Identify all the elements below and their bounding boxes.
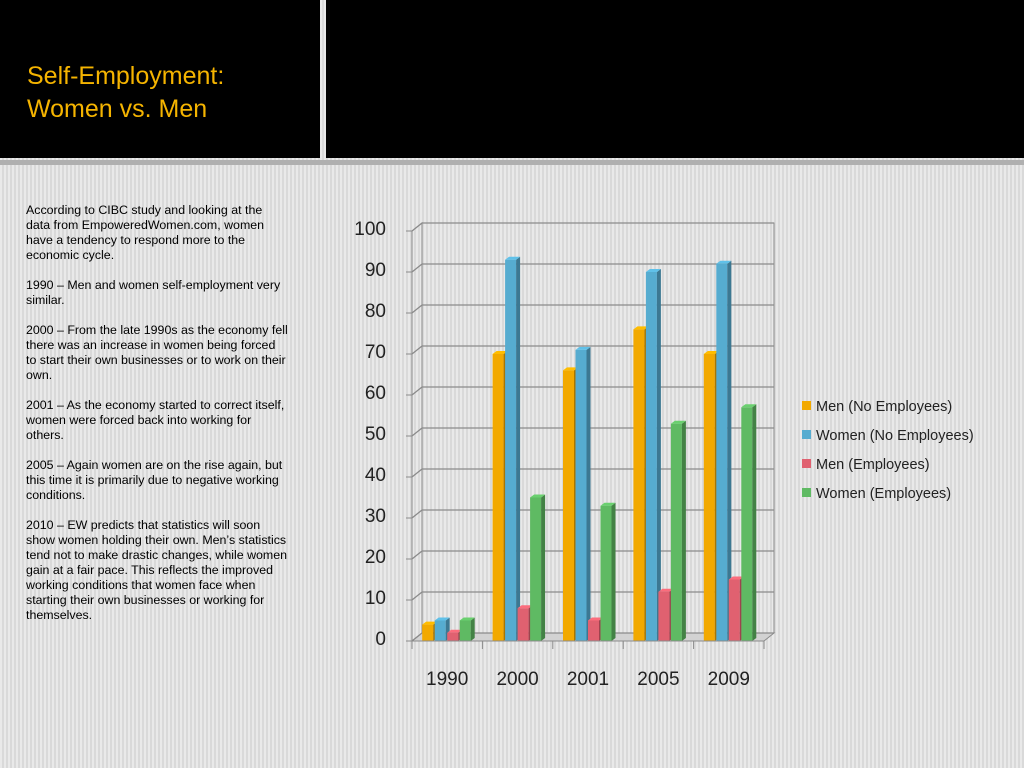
body-paragraph-2001: 2001 – As the economy started to correct… [26, 398, 285, 442]
chart-legend-swatch [802, 401, 811, 410]
header-title-panel: Self-Employment: Women vs. Men [0, 0, 320, 158]
chart-y-tick-label: 80 [365, 301, 386, 322]
chart-bar [530, 497, 542, 641]
chart-bar-top [670, 420, 686, 424]
chart-y-tick-label: 50 [365, 424, 386, 445]
chart-bar [716, 263, 728, 641]
chart-bar [434, 620, 446, 641]
chart-gridline [411, 222, 774, 232]
chart-bar [505, 259, 517, 641]
chart-bar [658, 591, 670, 641]
chart-legend-label: Women (Employees) [816, 486, 951, 502]
body-paragraph-2010: 2010 – EW predicts that statistics will … [26, 518, 288, 622]
chart-y-tick-label: 60 [365, 383, 386, 404]
chart-bar [563, 370, 574, 641]
chart-bar-top [600, 502, 616, 506]
chart-y-tick-label: 30 [365, 506, 386, 527]
slide-title-line-2: Women vs. Men [27, 95, 208, 123]
body-paragraph-intro: According to CIBC study and looking at t… [26, 203, 265, 262]
chart-bar-side [586, 346, 591, 641]
chart-y-tick-label: 90 [365, 260, 386, 281]
chart-x-tick-label: 2001 [567, 669, 609, 690]
chart-bar [728, 579, 740, 641]
chart-bar-top [633, 326, 649, 330]
chart-bar-top [434, 617, 450, 621]
chart-x-tick-label: 2009 [708, 669, 750, 690]
chart-y-tick-label: 100 [354, 219, 386, 240]
chart-bar [447, 632, 459, 641]
chart-legend-swatch [802, 459, 811, 468]
chart-bar-top [588, 617, 603, 621]
chart-bar [459, 620, 471, 641]
header-band [326, 0, 1024, 158]
header-divider [0, 160, 1024, 165]
chart-bar-top [703, 351, 719, 354]
chart-bar-top [459, 617, 475, 621]
slide-title-line-1: Self-Employment: [27, 62, 225, 90]
slide-body-text: According to CIBC study and looking at t… [26, 203, 288, 638]
chart-bar-top [517, 605, 533, 609]
chart-bar-side [541, 494, 546, 641]
chart-bar [633, 329, 645, 641]
chart-bar-side [681, 420, 686, 641]
chart-bar-top [645, 269, 661, 272]
chart-bar-top [658, 588, 674, 592]
chart-bar [422, 624, 434, 641]
chart-bar [645, 272, 657, 641]
chart-gridline [411, 263, 774, 273]
body-paragraph-1990: 1990 – Men and women self-employment ver… [26, 278, 281, 307]
chart-y-tick-label: 0 [375, 629, 386, 650]
chart-bar [575, 349, 587, 641]
chart-bar [492, 354, 504, 641]
chart-bar-side [516, 256, 521, 641]
chart-bar-top [530, 494, 546, 498]
chart-bar [588, 620, 599, 641]
chart-bar-top [575, 346, 591, 350]
chart-x-tick-label: 2005 [637, 669, 679, 690]
chart-bar-top [716, 260, 732, 264]
chart-bar-side [470, 617, 475, 641]
chart-x-tick-label: 2000 [496, 669, 538, 690]
chart-bars [422, 256, 757, 641]
chart-bar-side [727, 260, 732, 641]
chart-y-tick-label: 40 [365, 465, 386, 486]
chart-x-axis: 1990 2000 2001 2005 2009 [411, 640, 765, 690]
chart-bar [741, 407, 753, 641]
body-paragraph-2000: 2000 – From the late 1990s as the econom… [26, 323, 288, 382]
chart-legend-label: Women (No Employees) [816, 428, 974, 444]
chart-legend-label: Men (No Employees) [816, 399, 952, 415]
chart-y-tick-label: 70 [365, 342, 386, 363]
chart-y-axis: 0 10 20 30 40 50 60 70 80 90 100 [354, 219, 386, 650]
chart-bar-top [492, 351, 508, 354]
chart-x-tick-label: 1990 [426, 669, 468, 690]
chart-legend-swatch [802, 430, 811, 439]
chart-bar [670, 423, 682, 641]
chart-bar-top [728, 576, 744, 580]
chart-y-tick-label: 10 [365, 588, 386, 609]
body-paragraph-2005: 2005 – Again women are on the rise again… [26, 458, 283, 502]
chart-bar-top [447, 629, 463, 633]
chart-bar-side [752, 404, 757, 641]
chart-bar-side [656, 269, 661, 641]
chart-legend-swatch [802, 488, 811, 497]
chart-bar-top [563, 367, 578, 371]
chart-bar-side [611, 502, 616, 641]
chart-y-tick-label: 20 [365, 547, 386, 568]
chart-legend-label: Men (Employees) [816, 457, 930, 473]
chart-bar [517, 608, 529, 641]
chart-bar [600, 505, 612, 641]
slide-title: Self-Employment: Women vs. Men [27, 60, 224, 126]
chart-legend: Men (No Employees) Women (No Employees) Me… [802, 399, 974, 502]
chart-bar-top [422, 621, 438, 625]
chart-bar [703, 354, 715, 641]
chart-bar-top [741, 404, 757, 408]
chart-bar-top [505, 256, 521, 260]
